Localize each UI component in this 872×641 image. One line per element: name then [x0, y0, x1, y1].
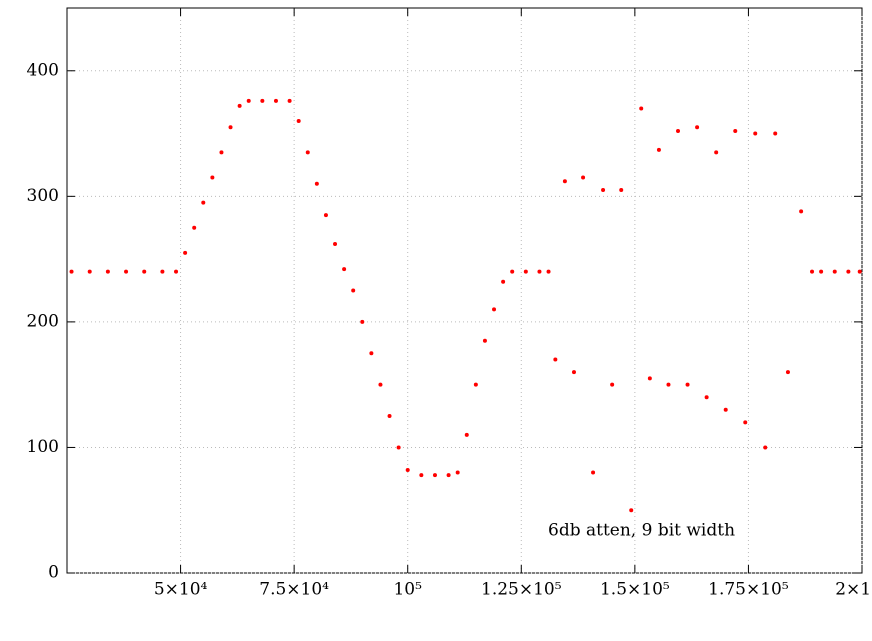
point — [124, 269, 129, 274]
x-tick-label: 1.75×10⁵ — [708, 580, 789, 600]
point — [105, 269, 110, 274]
point — [287, 98, 292, 103]
point — [610, 382, 615, 387]
point — [647, 376, 652, 381]
point — [810, 269, 815, 274]
point — [492, 307, 497, 312]
point — [510, 269, 515, 274]
point — [473, 382, 478, 387]
point — [183, 250, 188, 255]
point — [799, 209, 804, 214]
point — [714, 150, 719, 155]
point — [342, 267, 347, 272]
point — [666, 382, 671, 387]
point — [228, 125, 233, 130]
point — [639, 106, 644, 111]
point — [553, 357, 558, 362]
x-tick-label: 2×10⁵ — [835, 580, 872, 600]
point — [351, 288, 356, 293]
point — [237, 103, 242, 108]
point — [419, 473, 424, 478]
x-tick-label: 10⁵ — [393, 580, 422, 600]
point — [369, 351, 374, 356]
point — [743, 420, 748, 425]
point — [333, 242, 338, 247]
y-tick-label: 200 — [27, 311, 59, 331]
point — [523, 269, 528, 274]
point — [685, 382, 690, 387]
point — [601, 188, 606, 193]
point — [219, 150, 224, 155]
point — [846, 269, 851, 274]
point — [832, 269, 837, 274]
point — [446, 473, 451, 478]
point — [378, 382, 383, 387]
y-tick-label: 400 — [27, 60, 59, 80]
point — [323, 213, 328, 218]
point — [464, 432, 469, 437]
point — [581, 175, 586, 180]
point — [387, 414, 392, 419]
point — [537, 269, 542, 274]
point — [142, 269, 147, 274]
point — [819, 269, 824, 274]
point — [360, 319, 365, 324]
point — [562, 179, 567, 184]
point — [455, 470, 460, 475]
point — [773, 131, 778, 136]
point — [629, 508, 634, 513]
x-tick-label: 5×10⁴ — [154, 580, 208, 600]
point — [857, 269, 862, 274]
point — [753, 131, 758, 136]
point — [591, 470, 596, 475]
annotation: 6db atten, 9 bit width — [548, 521, 735, 541]
plot-frame — [66, 7, 863, 574]
point — [314, 181, 319, 186]
point — [695, 125, 700, 130]
point — [192, 225, 197, 230]
point — [160, 269, 165, 274]
point — [260, 98, 265, 103]
point — [296, 119, 301, 123]
point — [246, 98, 251, 103]
point — [571, 370, 576, 375]
point — [396, 445, 401, 450]
point — [210, 175, 215, 180]
x-tick-label: 1.25×10⁵ — [481, 580, 562, 600]
point — [501, 279, 506, 284]
y-tick-label: 100 — [27, 437, 59, 457]
point — [656, 147, 661, 152]
point — [546, 269, 551, 274]
point — [305, 150, 310, 155]
point — [273, 98, 278, 103]
point — [405, 468, 410, 473]
y-tick-label: 0 — [48, 563, 59, 583]
point — [785, 370, 790, 375]
point — [619, 188, 624, 193]
point — [201, 200, 206, 205]
point — [733, 129, 738, 134]
point — [676, 129, 681, 134]
point — [763, 445, 768, 450]
y-tick-label: 300 — [27, 186, 59, 206]
x-tick-label: 1.5×10⁵ — [600, 580, 670, 600]
point — [432, 473, 437, 478]
point — [482, 338, 487, 343]
point — [723, 407, 728, 412]
point — [174, 269, 179, 274]
point — [704, 395, 709, 400]
point — [87, 269, 92, 274]
x-tick-label: 7.5×10⁴ — [259, 580, 329, 600]
point — [69, 269, 74, 274]
